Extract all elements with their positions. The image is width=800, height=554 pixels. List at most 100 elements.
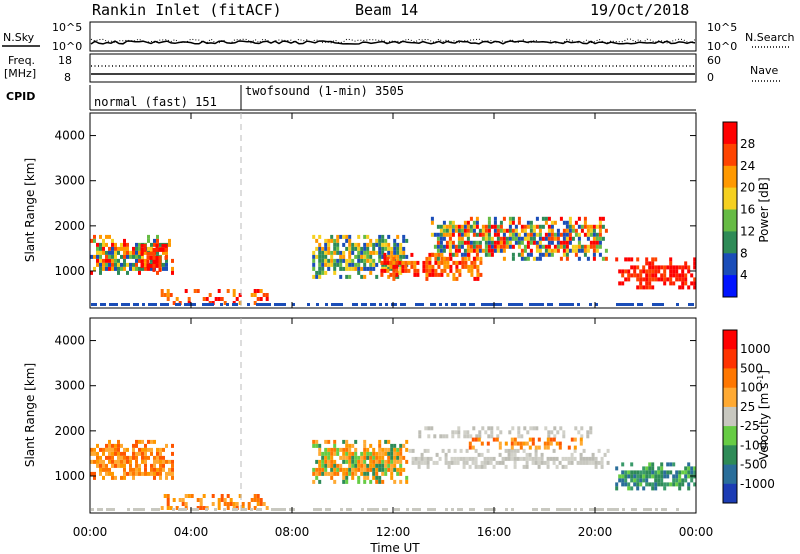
echo-cell [474,464,478,469]
echo-cell [217,297,221,301]
echo-cell [511,252,515,257]
echo-cell [654,486,658,491]
echo-cell [425,260,429,265]
echo-cell [693,285,697,290]
echo-cell [550,232,554,237]
echo-cell [537,464,541,469]
echo-cell [425,276,429,281]
echo-cell [342,467,346,472]
echo-cell [523,244,527,249]
echo-cell [318,262,322,267]
echo-cell [366,266,370,271]
echo-cell [354,451,358,456]
echo-cell [416,272,420,277]
echo-cell [621,269,625,274]
echo-cell [96,443,99,448]
echo-cell [324,455,328,460]
echo-cell [627,474,631,479]
echo-cell [681,285,685,290]
echo-cell [538,224,542,229]
echo-cell [318,274,322,279]
echo-cell [396,234,400,239]
echo-cell [538,232,542,237]
echo-cell [433,508,436,511]
echo-cell [446,256,450,261]
echo-cell [108,455,111,460]
echo-cell [105,262,108,267]
echo-cell [99,234,102,239]
echo-cell [91,303,94,306]
echo-cell [445,228,449,233]
echo-cell [463,303,466,306]
velocity-heatmap [90,426,697,511]
echo-cell [144,443,147,448]
echo-cell [357,246,361,251]
echo-cell [330,459,334,464]
echo-cell [529,236,533,241]
echo-cell [380,260,384,265]
echo-cell [537,437,541,442]
echo-cell [387,234,391,239]
echo-cell [129,463,132,468]
echo-cell [499,224,503,229]
echo-cell [168,242,171,247]
echo-cell [469,240,473,245]
echo-cell [393,443,397,448]
echo-cell [375,274,379,279]
echo-cell [577,236,581,241]
echo-cell [442,224,446,229]
echo-cell [99,270,102,275]
echo-cell [684,265,688,270]
echo-cell [123,258,126,263]
echo-cell [162,447,165,452]
echo-cell [325,508,328,511]
echo-cell [135,459,138,464]
echo-cell [636,265,640,270]
x-tick-label: 12:00 [376,525,411,539]
echo-cell [235,297,239,301]
echo-cell [446,272,450,277]
echo-cell [345,471,349,476]
echo-cell [687,265,691,270]
echo-cell [651,474,655,479]
echo-cell [528,445,532,450]
echo-cell [389,264,393,269]
echo-cell [241,502,245,506]
echo-cell [571,224,575,229]
echo-cell [172,508,175,511]
echo-cell [472,220,476,225]
echo-cell [520,256,524,261]
echo-cell [96,451,99,456]
echo-cell [496,244,500,249]
echo-cell [184,502,188,506]
echo-cell [455,276,459,281]
echo-cell [675,273,679,278]
echo-cell [357,459,361,464]
echo-cell [436,244,440,249]
echo-cell [460,244,464,249]
echo-cell [277,303,280,306]
echo-cell [476,276,480,281]
echo-cell [387,242,391,247]
echo-cell [651,285,655,290]
echo-cell [508,220,512,225]
echo-cell [448,236,452,241]
echo-cell [600,460,604,465]
echo-cell [663,281,667,286]
echo-cell [678,277,682,282]
echo-cell [156,471,159,476]
echo-cell [345,467,349,472]
echo-cell [448,248,452,253]
echo-cell [582,456,586,461]
echo-cell [439,228,443,233]
echo-cell [586,228,590,233]
echo-cell [363,242,367,247]
echo-cell [108,246,111,251]
echo-cell [531,437,535,442]
echo-cell [577,430,581,435]
echo-cell [457,240,461,245]
echo-cell [472,244,476,249]
echo-cell [466,236,470,241]
echo-cell [684,273,688,278]
echo-cell [547,508,550,511]
